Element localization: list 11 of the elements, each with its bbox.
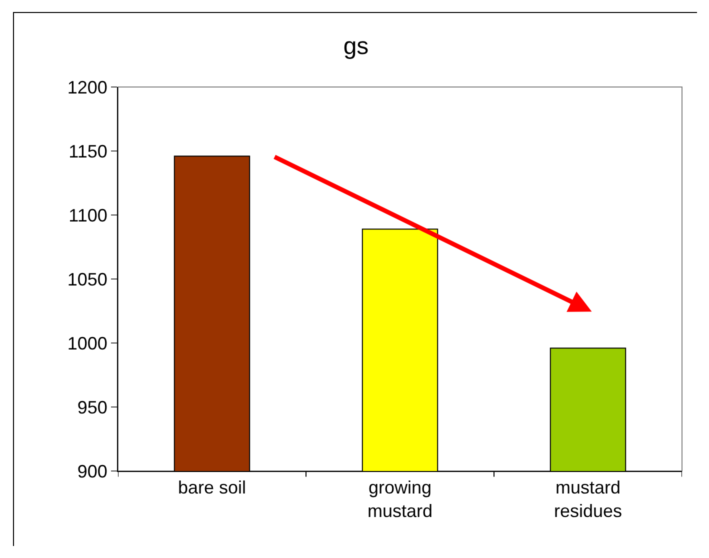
- y-tick-label: 950: [77, 397, 108, 418]
- y-tick-label: 1000: [67, 333, 108, 354]
- x-tick-label: growing mustard: [367, 478, 433, 521]
- y-tick-label: 1050: [67, 269, 108, 290]
- x-tick-label: bare soil: [178, 478, 246, 498]
- y-tick-label: 1150: [68, 141, 108, 162]
- x-tick-label: mustard residues: [554, 478, 622, 521]
- y-tick-label: 900: [77, 461, 108, 482]
- chart-title: gs: [343, 32, 369, 60]
- y-tick-label: 1200: [67, 77, 108, 98]
- y-tick-label: 1100: [68, 205, 108, 226]
